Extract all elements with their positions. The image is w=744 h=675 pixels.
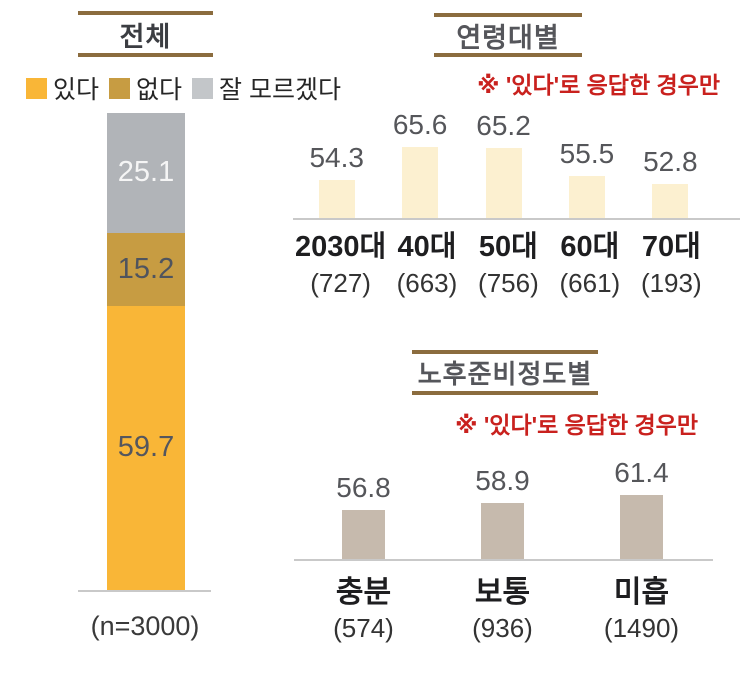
prep-chart-bars: 56.8 58.9 61.4	[294, 440, 711, 559]
age-chart-note: ※ '있다'로 응답한 경우만	[477, 72, 720, 98]
legend-item-no: 없다	[109, 70, 182, 106]
age-bar-column: 54.3	[295, 100, 378, 219]
prep-bar-column: 56.8	[294, 440, 433, 559]
prep-chart-title-box: 노후준비정도별	[412, 350, 598, 395]
prep-value-label: 61.4	[614, 457, 669, 488]
age-category: 2030대 (727)	[295, 231, 387, 298]
legend: 있다 없다 잘 모르겠다	[26, 70, 341, 106]
age-category: 40대 (663)	[386, 231, 467, 298]
age-category-count: (727)	[310, 267, 371, 298]
total-chart-title-box: 전체	[78, 11, 213, 57]
age-bar-column: 55.5	[545, 100, 628, 219]
age-chart-title: 연령대별	[456, 22, 560, 53]
legend-label-no: 없다	[136, 76, 183, 104]
age-chart-bars: 54.3 65.6 65.2 55.5 52.8	[295, 100, 712, 219]
prep-category-count: (1490)	[603, 613, 680, 643]
prep-chart-baseline	[294, 559, 713, 561]
age-bar	[402, 147, 439, 219]
age-category-label: 2030대	[295, 231, 387, 263]
prep-category-label: 보통	[474, 576, 531, 609]
prep-category: 미흡 (1490)	[572, 576, 711, 643]
age-category-label: 70대	[641, 231, 701, 263]
stacked-bar: 25.1 15.2 59.7	[107, 113, 185, 590]
stack-segment-no: 15.2	[107, 232, 185, 306]
age-bar	[568, 176, 605, 219]
age-category-count: (756)	[478, 267, 539, 298]
stack-value-no: 15.2	[117, 252, 175, 285]
stack-segment-dont-know: 25.1	[107, 113, 185, 233]
age-chart-baseline	[293, 218, 740, 220]
age-value-label: 55.5	[559, 138, 615, 169]
prep-value-label: 58.9	[475, 465, 530, 496]
age-category-label: 60대	[560, 231, 620, 263]
age-value-label: 65.2	[476, 110, 531, 141]
prep-chart-categories: 충분 (574) 보통 (936) 미흡 (1490)	[294, 576, 711, 643]
legend-swatch-no-icon	[109, 77, 131, 99]
legend-label-dont-know: 잘 모르겠다	[219, 76, 341, 104]
prep-chart-note: ※ '있다'로 응답한 경우만	[455, 412, 698, 438]
legend-item-yes: 있다	[26, 70, 99, 106]
prep-category-label: 미흡	[613, 576, 670, 609]
prep-category-count: (936)	[472, 613, 533, 643]
stack-value-dont-know: 25.1	[117, 156, 175, 189]
age-chart-title-box: 연령대별	[434, 13, 582, 57]
age-category-label: 40대	[397, 231, 457, 263]
age-bar-column: 65.6	[378, 100, 461, 219]
prep-value-label: 56.8	[336, 472, 391, 503]
legend-swatch-yes-icon	[26, 77, 47, 99]
prep-category: 충분 (574)	[294, 576, 433, 643]
age-bar	[652, 184, 689, 219]
sample-size-label: (n=3000)	[90, 611, 200, 641]
age-bar	[485, 148, 522, 219]
prep-category-label: 충분	[335, 576, 392, 609]
prep-bar	[481, 503, 524, 559]
prep-bar	[620, 495, 663, 559]
prep-bar-column: 58.9	[433, 440, 572, 559]
age-chart-categories: 2030대 (727) 40대 (663) 50대 (756) 60대 (661…	[295, 231, 712, 298]
age-value-label: 65.6	[392, 109, 448, 140]
age-category: 60대 (661)	[549, 231, 630, 298]
age-bar	[318, 180, 355, 219]
age-value-label: 54.3	[309, 142, 364, 173]
legend-swatch-dont-know-icon	[192, 77, 214, 99]
age-category: 50대 (756)	[468, 231, 549, 298]
age-category-label: 50대	[478, 231, 538, 263]
prep-category-count: (574)	[333, 613, 394, 643]
age-category: 70대 (193)	[631, 231, 712, 298]
age-bar-column: 52.8	[629, 100, 712, 219]
total-chart-baseline	[78, 590, 211, 592]
legend-label-yes: 있다	[53, 76, 100, 104]
age-category-count: (193)	[640, 267, 702, 298]
prep-bar-column: 61.4	[572, 440, 711, 559]
prep-bar	[342, 510, 385, 559]
prep-chart-title: 노후준비정도별	[417, 359, 593, 389]
age-value-label: 52.8	[643, 146, 698, 177]
age-category-count: (663)	[396, 267, 458, 298]
legend-item-dont-know: 잘 모르겠다	[192, 70, 341, 106]
stack-value-yes: 59.7	[117, 431, 175, 464]
age-category-count: (661)	[559, 267, 621, 298]
total-chart-title: 전체	[119, 21, 172, 52]
age-bar-column: 65.2	[462, 100, 545, 219]
prep-category: 보통 (936)	[433, 576, 572, 643]
stack-segment-yes: 59.7	[107, 305, 185, 590]
